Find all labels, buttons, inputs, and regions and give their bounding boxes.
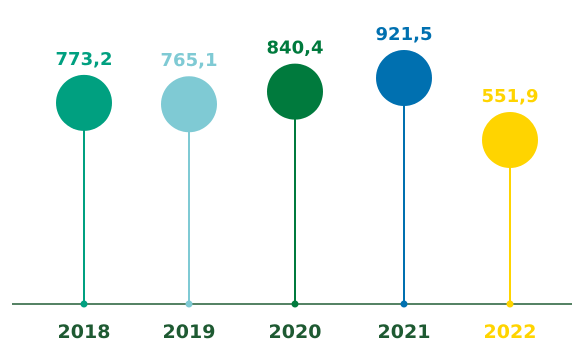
x-tick-label-2021: 2021 bbox=[378, 321, 431, 343]
value-label-2018: 773,2 bbox=[56, 49, 113, 70]
x-tick-label-2018: 2018 bbox=[58, 321, 111, 343]
base-dot-2018 bbox=[80, 300, 88, 308]
point-2021 bbox=[376, 50, 432, 106]
lollipop-2018: 773,2 2018 bbox=[56, 49, 113, 343]
base-dot-2021 bbox=[400, 300, 408, 308]
base-dot-2022 bbox=[506, 300, 514, 308]
point-2022 bbox=[482, 112, 538, 168]
point-2019 bbox=[161, 76, 217, 133]
base-dot-2020 bbox=[291, 300, 299, 308]
lollipop-2021: 921,5 2021 bbox=[376, 24, 433, 343]
point-2018 bbox=[56, 74, 112, 131]
x-tick-label-2019: 2019 bbox=[163, 321, 216, 343]
lollipop-2019: 765,1 2019 bbox=[161, 50, 218, 343]
lollipop-2020: 840,4 2020 bbox=[267, 38, 324, 343]
x-tick-label-2020: 2020 bbox=[269, 321, 322, 343]
value-label-2020: 840,4 bbox=[267, 38, 324, 59]
base-dot-2019 bbox=[185, 300, 193, 308]
x-tick-label-2022: 2022 bbox=[484, 321, 537, 343]
value-label-2021: 921,5 bbox=[376, 24, 433, 45]
value-label-2022: 551,9 bbox=[482, 86, 539, 107]
chart-marks: 773,2 2018 765,1 2019 840,4 2020 921,5 2021 551,… bbox=[56, 24, 539, 343]
lollipop-2022: 551,9 2022 bbox=[482, 86, 539, 343]
value-label-2019: 765,1 bbox=[161, 50, 218, 71]
point-2020 bbox=[267, 63, 323, 120]
